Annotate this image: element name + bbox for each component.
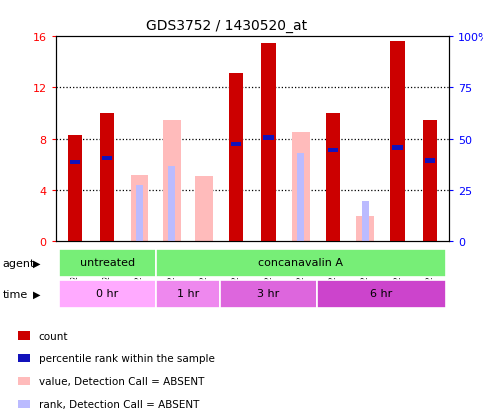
Text: time: time [2,290,28,299]
Text: ▶: ▶ [33,259,41,268]
Bar [59,280,156,308]
Bar [220,280,317,308]
Bar [18,377,30,385]
Bar [70,160,80,165]
Bar [156,249,446,277]
Bar [423,120,437,242]
Bar [18,331,30,339]
Bar [18,400,30,408]
Text: agent: agent [2,259,35,268]
Text: 1 hr: 1 hr [177,289,199,299]
Text: 0 hr: 0 hr [96,289,118,299]
Text: percentile rank within the sample: percentile rank within the sample [39,354,214,363]
Bar [362,202,369,242]
Bar [102,156,113,161]
Bar [263,136,274,140]
Bar [326,114,341,242]
Bar [163,120,181,242]
Text: count: count [39,331,68,341]
Text: 6 hr: 6 hr [370,289,393,299]
Bar [130,175,148,242]
Bar [261,43,276,242]
Bar [136,185,143,242]
Bar [18,354,30,363]
Bar [156,280,220,308]
Bar [297,154,304,242]
Bar [390,42,405,242]
Text: untreated: untreated [80,258,135,268]
Text: rank, Detection Call = ABSENT: rank, Detection Call = ABSENT [39,399,199,409]
Text: GDS3752 / 1430520_at: GDS3752 / 1430520_at [146,19,308,33]
Bar [231,142,242,147]
Bar [392,146,403,151]
Bar [59,249,156,277]
Bar [100,114,114,242]
Text: concanavalin A: concanavalin A [258,258,343,268]
Bar [292,133,310,242]
Bar [317,280,446,308]
Bar [328,149,338,153]
Text: ▶: ▶ [33,290,41,299]
Bar [356,216,374,242]
Bar [425,159,435,164]
Bar [229,74,243,242]
Bar [195,176,213,242]
Bar [68,135,82,242]
Text: 3 hr: 3 hr [257,289,280,299]
Bar [168,166,175,242]
Text: value, Detection Call = ABSENT: value, Detection Call = ABSENT [39,376,204,386]
